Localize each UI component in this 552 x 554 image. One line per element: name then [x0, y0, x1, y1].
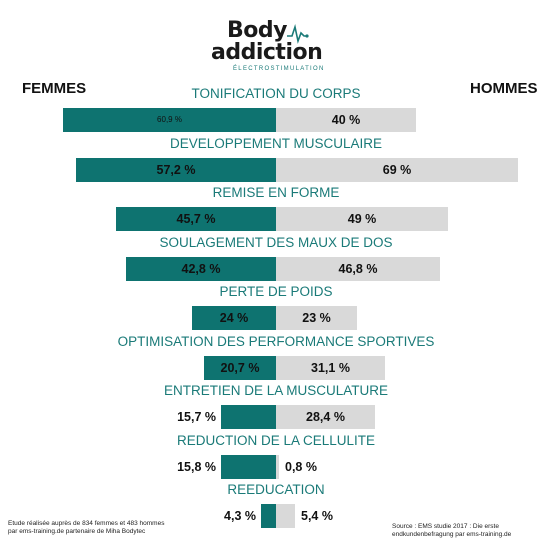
bar-hommes: [276, 454, 279, 479]
bar-hommes: [276, 504, 295, 528]
bar-hommes: [276, 306, 357, 330]
value-label-hommes: 31,1 %: [311, 360, 350, 375]
value-label-femmes: 24 %: [219, 311, 249, 325]
logo-subtitle: ÉLECTROSTIMULATION: [233, 66, 325, 72]
value-label-hommes: 69 %: [382, 162, 412, 177]
legend-hommes: HOMMES: [470, 80, 538, 97]
bar-femmes: [126, 256, 276, 281]
value-label-femmes: 42,8 %: [181, 261, 221, 276]
bar-hommes: [276, 256, 440, 281]
value-label-hommes: 46,8 %: [338, 261, 378, 276]
bar-femmes: [192, 306, 276, 330]
value-label-femmes: 60,9 %: [157, 115, 182, 124]
brand-logo: Body addiction ÉLECTROSTIMULATION: [205, 18, 355, 76]
value-label-hommes: 49 %: [347, 212, 377, 226]
category-label: ENTRETIEN DE LA MUSCULATURE: [163, 383, 389, 398]
category-label: SOULAGEMENT DES MAUX DE DOS: [159, 234, 393, 250]
value-label-femmes: 15,8 %: [177, 459, 216, 474]
category-label: PERTE DE POIDS: [219, 284, 333, 299]
value-label-hommes: 0,8 %: [285, 459, 317, 474]
value-label-hommes: 28,4 %: [306, 410, 345, 424]
bar-hommes: [276, 157, 518, 182]
footnote-source: Source : EMS studie 2017 : Die erste end…: [392, 523, 512, 538]
bar-femmes: [204, 355, 276, 380]
bar-hommes: [276, 355, 385, 380]
value-label-femmes: 4,3 %: [224, 509, 256, 523]
legend-femmes: FEMMES: [22, 80, 87, 97]
bar-femmes: [63, 108, 276, 132]
bar-femmes: [76, 157, 276, 182]
value-label-hommes: 5,4 %: [301, 509, 333, 523]
value-label-femmes: 45,7 %: [176, 212, 216, 226]
value-label-femmes: 20,7 %: [220, 360, 260, 375]
bar-femmes: [116, 207, 276, 231]
category-label: TONIFICATION DU CORPS: [191, 86, 361, 101]
value-label-hommes: 40 %: [331, 113, 361, 127]
footnote-study: Etude réalisée auprès de 834 femmes et 4…: [8, 520, 165, 535]
category-label: REMISE EN FORME: [212, 185, 340, 200]
logo-line-2: addiction: [211, 40, 323, 65]
bar-hommes: [276, 207, 448, 231]
category-label: DEVELOPPEMENT MUSCULAIRE: [169, 135, 383, 151]
value-label-femmes: 15,7 %: [177, 410, 216, 424]
value-label-hommes: 23 %: [302, 311, 331, 325]
bar-hommes: [276, 108, 416, 132]
bar-femmes: [221, 454, 276, 479]
bar-hommes: [276, 405, 375, 429]
heartbeat-icon: [287, 24, 309, 44]
logo-line-1: Body: [227, 18, 287, 43]
category-label: OPTIMISATION DES PERFORMANCE SPORTIVES: [117, 333, 435, 349]
bar-femmes: [221, 405, 276, 429]
category-label: REEDUCATION: [227, 482, 325, 497]
bar-femmes: [261, 504, 276, 528]
value-label-femmes: 57,2 %: [156, 162, 196, 177]
category-label: REDUCTION DE LA CELLULITE: [176, 432, 376, 448]
